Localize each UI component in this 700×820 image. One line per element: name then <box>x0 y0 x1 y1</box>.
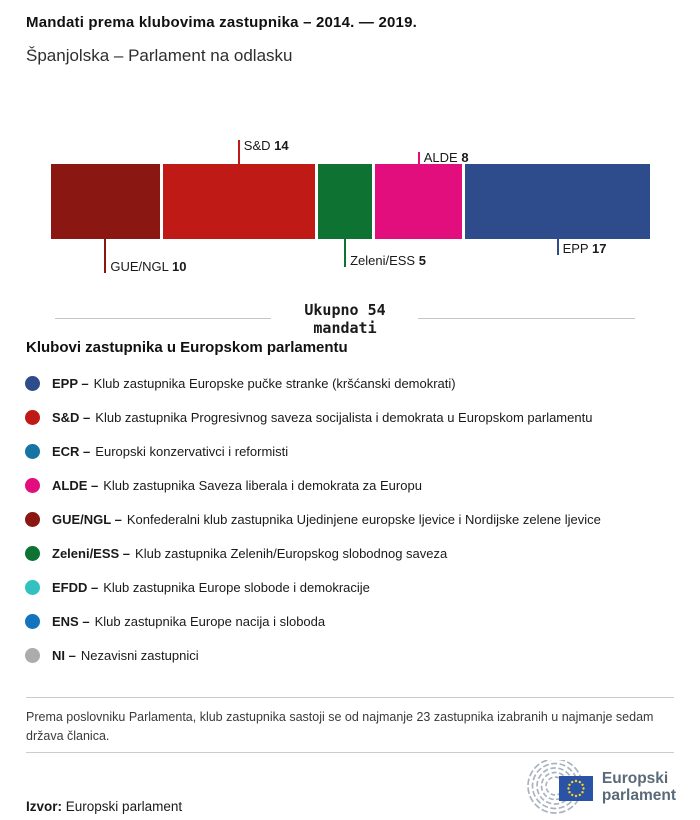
bar-label-s-d: S&D 14 <box>244 139 289 153</box>
legend-abbr: NI – <box>52 647 76 663</box>
tick-zeleni-ess <box>344 239 347 267</box>
legend-abbr: ENS – <box>52 613 90 629</box>
legend-color-dot <box>25 375 40 391</box>
total-line1: Ukupno 54 <box>304 301 386 319</box>
bar-label-value: 17 <box>592 241 607 256</box>
bar-label-name: S&D <box>243 138 271 153</box>
legend-desc: Europski konzervativci i reformisti <box>95 443 289 459</box>
legend-color-dot <box>25 477 40 493</box>
bar-label-gue-ngl: GUE/NGL 10 <box>110 260 186 274</box>
legend-item-sd: S&D – Klub zastupnika Progresivnog savez… <box>25 400 680 434</box>
legend-abbr: ALDE – <box>52 477 99 493</box>
seats-bar-chart: GUE/NGL 10 S&D 14 Zeleni/ESS 5 ALDE 8 EPP 17 <box>51 139 650 274</box>
legend-color-dot <box>25 613 40 629</box>
total-divider-left <box>55 318 271 319</box>
source-label: Izvor: <box>26 799 63 814</box>
bar-segment-s-d <box>162 164 315 239</box>
legend-item-gue-ngl: GUE/NGL – Konfederalni klub zastupnika U… <box>25 502 680 536</box>
bar-label-name: GUE/NGL <box>110 259 169 274</box>
bar-label-name: ALDE <box>423 150 458 165</box>
total-seats-label: Ukupno 54 mandati <box>270 301 420 337</box>
legend-item-ni: NI – Nezavisni zastupnici <box>25 638 680 672</box>
legend-color-dot <box>25 545 40 561</box>
legend-heading: Klubovi zastupnika u Europskom parlament… <box>26 339 348 356</box>
footer-divider-bottom <box>26 752 674 753</box>
tick-gue-ngl <box>104 239 107 273</box>
bar-label-value: 8 <box>461 150 469 165</box>
legend-color-dot <box>25 647 40 663</box>
tick-alde <box>417 152 420 164</box>
bar-segment-alde <box>375 164 463 239</box>
legend-abbr: EPP – <box>52 375 89 391</box>
tick-s-d <box>237 140 240 164</box>
total-line2: mandati <box>313 319 377 337</box>
legend-desc: Konfederalni klub zastupnika Ujedinjene … <box>126 511 601 527</box>
legend-desc: Klub zastupnika Europe slobode i demokra… <box>103 579 370 595</box>
legend-item-efdd: EFDD – Klub zastupnika Europe slobode i … <box>25 570 680 604</box>
bar-label-value: 5 <box>418 253 426 268</box>
bar-label-value: 14 <box>274 138 289 153</box>
eu-flag-stars <box>567 779 585 798</box>
legend-abbr: ECR – <box>52 443 91 459</box>
legend-color-dot <box>25 409 40 425</box>
legend-color-dot <box>25 443 40 459</box>
bar-label-alde: ALDE 8 <box>424 151 469 165</box>
legend-desc: Klub zastupnika Zelenih/Europskog slobod… <box>135 545 448 561</box>
european-parliament-logo: Europski parlament <box>521 760 676 814</box>
total-divider-right <box>418 318 635 319</box>
bar-label-zeleni-ess: Zeleni/ESS 5 <box>350 254 426 268</box>
legend-item-zeleni-ess: Zeleni/ESS – Klub zastupnika Zelenih/Eur… <box>25 536 680 570</box>
legend-color-dot <box>25 511 40 527</box>
logo-line1: Europski <box>601 770 669 787</box>
logo-text: Europski parlament <box>602 770 676 804</box>
page-subtitle: Španjolska – Parlament na odlasku <box>26 46 293 65</box>
page-title: Mandati prema klubovima zastupnika – 201… <box>26 14 417 31</box>
bar-segment-gue-ngl <box>51 164 160 239</box>
bar-label-value: 10 <box>172 259 187 274</box>
bar-segment-zeleni-ess <box>317 164 373 239</box>
legend-desc: Klub zastupnika Europske pučke stranke (… <box>93 375 456 391</box>
source-value: Europski parlament <box>65 799 183 814</box>
legend-item-ecr: ECR – Europski konzervativci i reformist… <box>25 434 680 468</box>
bar-segment-epp <box>465 164 650 239</box>
legend-desc: Klub zastupnika Progresivnog saveza soci… <box>95 409 593 425</box>
legend-desc: Nezavisni zastupnici <box>80 647 199 663</box>
footnote: Prema poslovniku Parlamenta, klub zastup… <box>26 710 654 743</box>
bar-label-name: EPP <box>562 241 589 256</box>
logo-line2: parlament <box>601 787 676 804</box>
legend-abbr: S&D – <box>52 409 91 425</box>
legend-desc: Klub zastupnika Saveza liberala i demokr… <box>103 477 422 493</box>
footer-divider-top <box>26 697 674 698</box>
source-line: Izvor: Europski parlament <box>26 799 182 814</box>
tick-epp <box>556 239 559 255</box>
hemicycle-icon <box>527 760 593 814</box>
eu-flag-icon <box>558 776 593 801</box>
legend-item-alde: ALDE – Klub zastupnika Saveza liberala i… <box>25 468 680 502</box>
bar-label-name: Zeleni/ESS <box>350 253 416 268</box>
legend-abbr: Zeleni/ESS – <box>52 545 131 561</box>
legend-item-epp: EPP – Klub zastupnika Europske pučke str… <box>25 366 680 400</box>
legend-color-dot <box>25 579 40 595</box>
legend-abbr: EFDD – <box>52 579 99 595</box>
legend-abbr: GUE/NGL – <box>52 511 122 527</box>
bar-label-epp: EPP 17 <box>563 242 607 256</box>
legend-desc: Klub zastupnika Europe nacija i sloboda <box>94 613 326 629</box>
stacked-bar <box>51 164 650 239</box>
legend-list: EPP – Klub zastupnika Europske pučke str… <box>25 366 680 672</box>
legend-item-ens: ENS – Klub zastupnika Europe nacija i sl… <box>25 604 680 638</box>
